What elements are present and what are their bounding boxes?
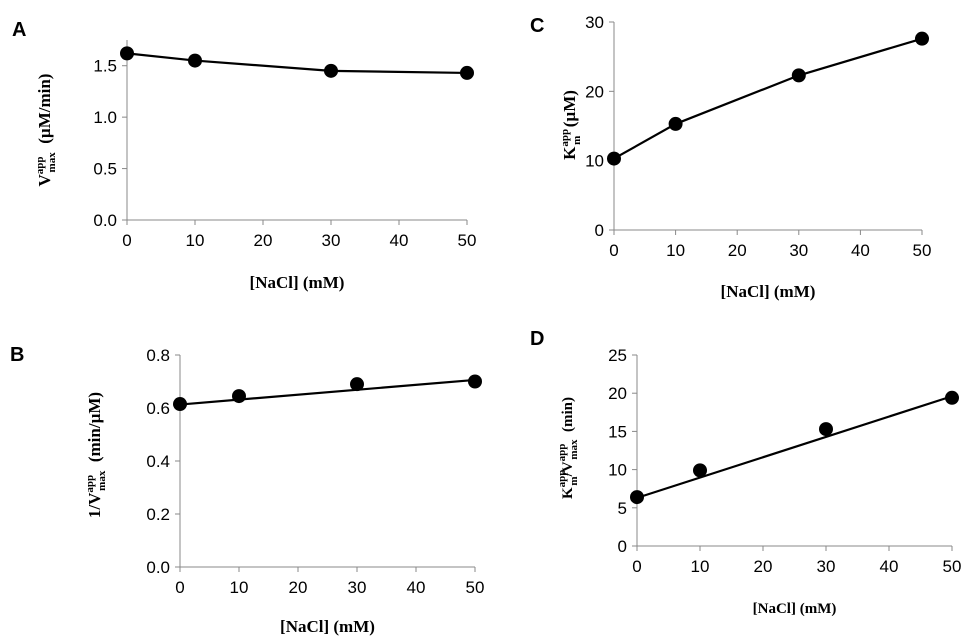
x-axis-label: [NaCl] (mM) [753, 601, 837, 617]
y-label-sub: max [96, 470, 108, 491]
panel-label: A [12, 19, 26, 41]
panel-a: A 0 10 20 30 40 50 0.0 0.5 1.0 1.5 [NaCl] (mM) Vappm… [12, 19, 476, 292]
data-point [819, 422, 833, 437]
trend-line [179, 378, 476, 406]
y-label-mid: /V [560, 461, 576, 477]
x-tick-label: 0 [122, 231, 131, 250]
x-tick-label: 30 [817, 557, 836, 576]
x-tick-label: 30 [348, 578, 367, 597]
x-tick-label: 30 [322, 231, 341, 250]
y-tick-label: 0.6 [146, 399, 170, 418]
x-tick-label: 0 [632, 557, 641, 576]
y-tick-label: 5 [618, 499, 627, 518]
y-tick-label: 0 [618, 537, 627, 556]
y-tick-label: 10 [608, 461, 627, 480]
y-label-main: K [560, 487, 576, 499]
data-point [120, 46, 134, 61]
y-axis-label: Kappm/Vappmax (min) [556, 397, 580, 499]
x-tick-label: 10 [230, 578, 249, 597]
y-label-unit: (µM) [560, 90, 579, 136]
panel-b: B 0 10 20 30 40 50 0.0 0.2 0.4 0.6 0.8 [NaCl] (mM) 1/… [10, 344, 484, 636]
x-tick-label: 50 [913, 241, 932, 260]
x-tick-label: 40 [880, 557, 899, 576]
data-point [188, 53, 202, 68]
x-axis-label: [NaCl] (mM) [250, 273, 345, 292]
y-label-sub: m [571, 136, 583, 145]
data-point [460, 65, 474, 80]
y-label-sub2: max [568, 439, 580, 460]
x-tick-label: 0 [175, 578, 184, 597]
data-point [350, 377, 364, 392]
data-point [915, 31, 929, 46]
y-label-sup: app [84, 475, 96, 493]
y-tick-label: 15 [608, 422, 627, 441]
x-tick-label: 10 [691, 557, 710, 576]
y-label-unit: (µM/min) [35, 74, 54, 153]
series-line [126, 52, 468, 75]
x-tick-label: 30 [789, 241, 808, 260]
data-point [630, 490, 644, 505]
y-label-unit: (min/µM) [85, 392, 104, 471]
x-tick-label: 20 [754, 557, 773, 576]
panel-label: B [10, 344, 24, 366]
x-tick-label: 20 [254, 231, 273, 250]
data-point [668, 116, 683, 131]
x-tick-label: 0 [609, 241, 618, 260]
x-tick-label: 40 [851, 241, 870, 260]
y-axis-label: Vappmax (µM/min) [34, 74, 58, 187]
x-tick-label: 20 [289, 578, 308, 597]
y-label-main: V [35, 173, 54, 186]
panel-c: C 0 10 20 30 40 50 0 10 20 30 [NaCl] (mM) Kappm (µM) [530, 13, 931, 301]
y-tick-label: 0.0 [146, 558, 170, 577]
y-tick-label: 20 [585, 82, 604, 101]
data-point [607, 151, 621, 166]
y-tick-label: 1.0 [93, 108, 117, 127]
x-tick-label: 10 [666, 241, 685, 260]
y-tick-label: 10 [585, 152, 604, 171]
y-tick-label: 0.5 [93, 160, 117, 179]
data-point [324, 63, 338, 78]
y-tick-label: 0 [595, 221, 604, 240]
panel-label: C [530, 15, 544, 37]
y-tick-label: 0.4 [146, 452, 170, 471]
data-point [173, 397, 187, 412]
x-tick-label: 50 [943, 557, 962, 576]
y-tick-label: 20 [608, 384, 627, 403]
y-label-unit: (min) [560, 397, 576, 440]
x-tick-label: 40 [390, 231, 409, 250]
data-point [232, 389, 246, 404]
y-label-sub: max [46, 152, 58, 173]
x-axis-label: [NaCl] (mM) [721, 282, 816, 301]
panel-label: D [530, 328, 544, 350]
y-label-sup2: app [556, 444, 568, 462]
y-label-sub: m [568, 476, 580, 485]
x-tick-label: 20 [728, 241, 747, 260]
y-label-sup: app [559, 129, 571, 147]
data-point [468, 374, 482, 389]
y-tick-label: 25 [608, 346, 627, 365]
y-axis-label: 1/Vappmax (min/µM) [84, 392, 108, 518]
y-tick-label: 30 [585, 13, 604, 32]
x-axis-label: [NaCl] (mM) [280, 617, 375, 636]
y-label-sup: app [34, 156, 46, 174]
data-point [945, 390, 959, 405]
x-tick-label: 50 [458, 231, 477, 250]
y-tick-label: 0.2 [146, 505, 170, 524]
x-tick-label: 10 [186, 231, 205, 250]
data-point [693, 463, 707, 478]
x-tick-label: 40 [407, 578, 426, 597]
y-label-main: 1/V [85, 492, 104, 518]
y-axis-label: Kappm (µM) [559, 90, 583, 160]
y-label-main: K [560, 146, 579, 160]
series-line [613, 37, 923, 160]
y-label-sup: app [556, 470, 568, 488]
y-tick-label: 0.8 [146, 346, 170, 365]
x-tick-label: 50 [466, 578, 485, 597]
y-tick-label: 1.5 [93, 57, 117, 76]
data-point [791, 68, 806, 83]
trend-line [636, 395, 953, 499]
y-tick-label: 0.0 [93, 211, 117, 230]
